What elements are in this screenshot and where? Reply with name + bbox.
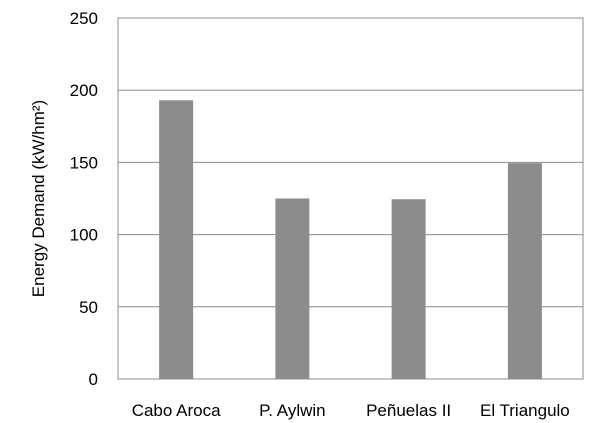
y-tick-label: 250 [70, 9, 98, 28]
gridlines [118, 89, 583, 308]
x-tick-label: El Triangulo [480, 401, 570, 420]
x-tick-label: Peñuelas II [366, 401, 451, 420]
bar [507, 163, 542, 379]
x-tick-label: Cabo Aroca [132, 401, 221, 420]
y-tick-label: 100 [70, 226, 98, 245]
y-tick-label: 200 [70, 81, 98, 100]
y-tick-label: 0 [89, 370, 98, 389]
y-axis-title: Energy Demand (kW/hm²) [29, 100, 48, 297]
y-tick-label: 50 [79, 298, 98, 317]
bar [275, 198, 310, 379]
y-tick-labels: 0 50 100 150 200 250 [70, 9, 98, 389]
x-tick-labels: Cabo Aroca P. Aylwin Peñuelas II El Triangu… [132, 401, 570, 420]
bar [159, 100, 194, 380]
plot-frame [117, 17, 584, 380]
x-tick-label: P. Aylwin [259, 401, 325, 420]
bars [159, 100, 542, 380]
bar [391, 199, 426, 379]
y-tick-label: 150 [70, 153, 98, 172]
